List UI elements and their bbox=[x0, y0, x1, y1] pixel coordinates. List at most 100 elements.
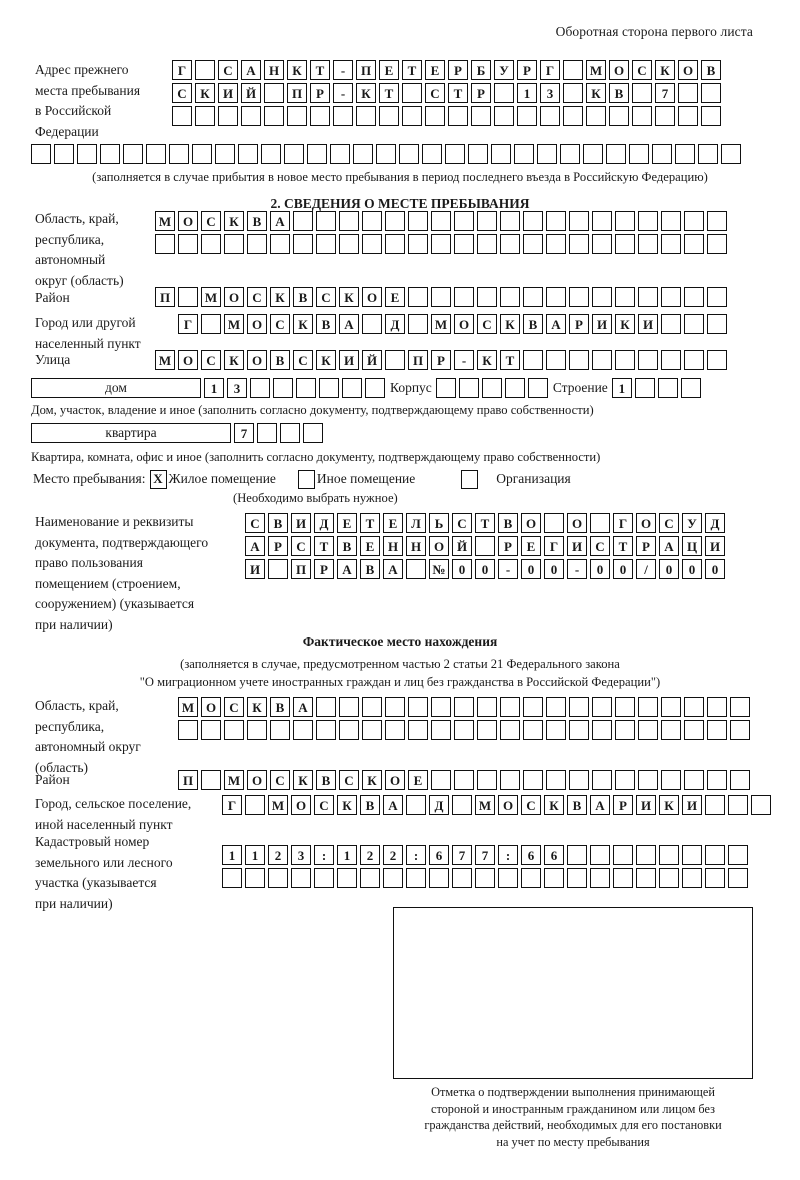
char-cell[interactable] bbox=[146, 144, 166, 164]
char-cell[interactable]: 7 bbox=[655, 83, 675, 103]
char-cell[interactable]: В bbox=[360, 559, 380, 579]
char-cell[interactable]: Т bbox=[500, 350, 520, 370]
cell-row[interactable] bbox=[172, 106, 724, 126]
char-cell[interactable]: О bbox=[247, 314, 267, 334]
char-cell[interactable]: И bbox=[682, 795, 702, 815]
char-cell[interactable] bbox=[261, 144, 281, 164]
char-cell[interactable]: М bbox=[586, 60, 606, 80]
char-cell[interactable]: Г bbox=[172, 60, 192, 80]
char-cell[interactable]: В bbox=[268, 513, 288, 533]
char-cell[interactable] bbox=[544, 513, 564, 533]
char-cell[interactable]: Е bbox=[521, 536, 541, 556]
char-cell[interactable]: 7 bbox=[475, 845, 495, 865]
char-cell[interactable] bbox=[592, 350, 612, 370]
char-cell[interactable] bbox=[379, 106, 399, 126]
char-cell[interactable]: О bbox=[609, 60, 629, 80]
char-cell[interactable]: И bbox=[638, 314, 658, 334]
cell-row[interactable] bbox=[222, 868, 751, 888]
char-cell[interactable] bbox=[500, 287, 520, 307]
char-cell[interactable]: В bbox=[523, 314, 543, 334]
stay-type-checkbox-residential[interactable]: X bbox=[149, 469, 167, 489]
char-cell[interactable]: С bbox=[314, 795, 334, 815]
char-cell[interactable]: М bbox=[178, 697, 198, 717]
char-cell[interactable] bbox=[316, 211, 336, 231]
char-cell[interactable]: Ц bbox=[682, 536, 702, 556]
char-cell[interactable]: С bbox=[224, 697, 244, 717]
char-cell[interactable] bbox=[546, 287, 566, 307]
char-cell[interactable] bbox=[273, 378, 293, 398]
char-cell[interactable]: К bbox=[270, 287, 290, 307]
char-cell[interactable] bbox=[615, 234, 635, 254]
char-cell[interactable] bbox=[385, 234, 405, 254]
char-cell[interactable] bbox=[178, 234, 198, 254]
char-cell[interactable] bbox=[339, 234, 359, 254]
char-cell[interactable] bbox=[680, 378, 701, 398]
char-cell[interactable]: Е bbox=[408, 770, 428, 790]
char-cell[interactable] bbox=[337, 868, 357, 888]
char-cell[interactable] bbox=[636, 845, 656, 865]
char-cell[interactable] bbox=[491, 144, 511, 164]
cell-row[interactable]: И П Р А В А № 0 0-0 0-0 0/0 0 0 bbox=[245, 559, 728, 579]
char-cell[interactable]: О bbox=[362, 287, 382, 307]
char-cell[interactable]: Н bbox=[264, 60, 284, 80]
char-cell[interactable] bbox=[661, 720, 681, 740]
char-cell[interactable]: В bbox=[337, 536, 357, 556]
char-cell[interactable] bbox=[546, 720, 566, 740]
char-cell[interactable] bbox=[537, 144, 557, 164]
char-cell[interactable] bbox=[523, 211, 543, 231]
cell-row[interactable] bbox=[178, 720, 753, 740]
char-cell[interactable]: - bbox=[567, 559, 587, 579]
char-cell[interactable]: П bbox=[287, 83, 307, 103]
char-cell[interactable]: О bbox=[247, 770, 267, 790]
char-cell[interactable] bbox=[606, 144, 626, 164]
char-cell[interactable] bbox=[477, 697, 497, 717]
char-cell[interactable]: А bbox=[383, 559, 403, 579]
stay-type-checkbox-organization[interactable] bbox=[461, 469, 479, 489]
char-cell[interactable] bbox=[728, 868, 748, 888]
char-cell[interactable]: 0 bbox=[682, 559, 702, 579]
char-cell[interactable]: : bbox=[498, 845, 518, 865]
char-cell[interactable]: С bbox=[293, 350, 313, 370]
char-cell[interactable]: О bbox=[224, 287, 244, 307]
char-cell[interactable] bbox=[362, 211, 382, 231]
char-cell[interactable]: Т bbox=[360, 513, 380, 533]
char-cell[interactable]: Р bbox=[498, 536, 518, 556]
char-cell[interactable] bbox=[250, 378, 270, 398]
char-cell[interactable]: 1 bbox=[204, 378, 224, 398]
char-cell[interactable] bbox=[123, 144, 143, 164]
char-cell[interactable]: 1 bbox=[337, 845, 357, 865]
char-cell[interactable] bbox=[609, 106, 629, 126]
char-cell[interactable]: О bbox=[385, 770, 405, 790]
char-cell[interactable] bbox=[280, 423, 300, 443]
char-cell[interactable]: 0 bbox=[475, 559, 495, 579]
char-cell[interactable] bbox=[471, 106, 491, 126]
char-cell[interactable]: К bbox=[477, 350, 497, 370]
char-cell[interactable] bbox=[402, 106, 422, 126]
char-cell[interactable] bbox=[661, 234, 681, 254]
char-cell[interactable]: С bbox=[452, 513, 472, 533]
char-cell[interactable]: № bbox=[429, 559, 449, 579]
char-cell[interactable] bbox=[452, 868, 472, 888]
char-cell[interactable] bbox=[615, 287, 635, 307]
char-cell[interactable] bbox=[636, 868, 656, 888]
char-cell[interactable]: А bbox=[270, 211, 290, 231]
char-cell[interactable] bbox=[592, 697, 612, 717]
char-cell[interactable] bbox=[583, 144, 603, 164]
char-cell[interactable] bbox=[701, 106, 721, 126]
char-cell[interactable]: А bbox=[546, 314, 566, 334]
char-cell[interactable]: Р bbox=[431, 350, 451, 370]
char-cell[interactable]: У bbox=[682, 513, 702, 533]
char-cell[interactable] bbox=[661, 314, 681, 334]
char-cell[interactable] bbox=[500, 770, 520, 790]
char-cell[interactable] bbox=[613, 845, 633, 865]
char-cell[interactable] bbox=[178, 287, 198, 307]
char-cell[interactable] bbox=[707, 211, 727, 231]
char-cell[interactable] bbox=[563, 60, 583, 80]
char-cell[interactable] bbox=[268, 868, 288, 888]
char-cell[interactable] bbox=[201, 770, 221, 790]
char-cell[interactable] bbox=[592, 287, 612, 307]
char-cell[interactable] bbox=[638, 287, 658, 307]
